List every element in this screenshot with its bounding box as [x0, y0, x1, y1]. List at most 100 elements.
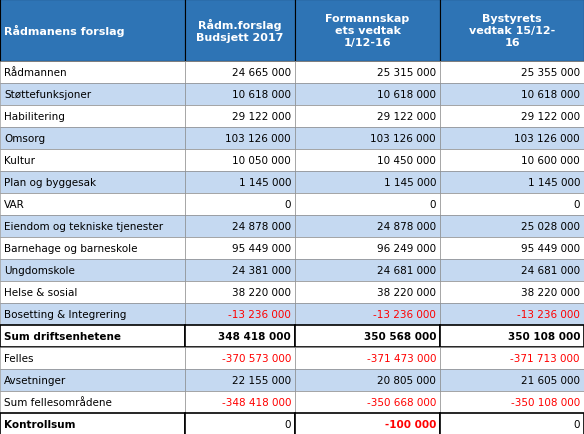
Text: 20 805 000: 20 805 000: [377, 375, 436, 385]
Bar: [0, 281, 185, 303]
Bar: [185, 171, 295, 194]
Bar: [440, 281, 584, 303]
Text: Omsorg: Omsorg: [4, 134, 45, 144]
Text: Støttefunksjoner: Støttefunksjoner: [4, 90, 91, 100]
Bar: [295, 260, 440, 281]
Bar: [185, 391, 295, 413]
Text: Plan og byggesak: Plan og byggesak: [4, 178, 96, 187]
Text: 38 220 000: 38 220 000: [232, 287, 291, 297]
Bar: [0, 84, 185, 106]
Text: 38 220 000: 38 220 000: [377, 287, 436, 297]
Text: 22 155 000: 22 155 000: [232, 375, 291, 385]
Text: 348 418 000: 348 418 000: [218, 331, 291, 341]
Text: Rådmanens forslag: Rådmanens forslag: [4, 25, 124, 37]
Text: 25 355 000: 25 355 000: [521, 68, 580, 78]
Bar: [0, 216, 185, 237]
Bar: [440, 128, 584, 150]
Text: 24 878 000: 24 878 000: [377, 221, 436, 231]
Text: 96 249 000: 96 249 000: [377, 243, 436, 253]
Text: -13 236 000: -13 236 000: [228, 309, 291, 319]
Bar: [0, 303, 185, 325]
Text: -348 418 000: -348 418 000: [221, 397, 291, 407]
Text: 24 878 000: 24 878 000: [232, 221, 291, 231]
Bar: [295, 106, 440, 128]
Text: Habilitering: Habilitering: [4, 112, 65, 122]
Bar: [185, 0, 295, 62]
Bar: [295, 171, 440, 194]
Bar: [185, 413, 295, 434]
Bar: [0, 391, 185, 413]
Text: Bystyrets
vedtak 15/12-
16: Bystyrets vedtak 15/12- 16: [469, 14, 555, 47]
Bar: [440, 347, 584, 369]
Text: 350 568 000: 350 568 000: [363, 331, 436, 341]
Bar: [295, 281, 440, 303]
Text: 29 122 000: 29 122 000: [377, 112, 436, 122]
Text: 10 618 000: 10 618 000: [377, 90, 436, 100]
Bar: [185, 325, 295, 347]
Bar: [440, 303, 584, 325]
Text: 0: 0: [573, 200, 580, 210]
Bar: [440, 237, 584, 260]
Text: Kultur: Kultur: [4, 156, 35, 166]
Bar: [440, 391, 584, 413]
Text: Felles: Felles: [4, 353, 33, 363]
Text: 21 605 000: 21 605 000: [521, 375, 580, 385]
Bar: [0, 150, 185, 171]
Text: 0: 0: [573, 419, 580, 429]
Bar: [440, 194, 584, 216]
Bar: [185, 369, 295, 391]
Bar: [0, 106, 185, 128]
Text: 24 681 000: 24 681 000: [521, 265, 580, 275]
Bar: [295, 325, 440, 347]
Bar: [440, 325, 584, 347]
Bar: [295, 194, 440, 216]
Text: 25 028 000: 25 028 000: [521, 221, 580, 231]
Text: 0: 0: [284, 200, 291, 210]
Bar: [295, 413, 440, 434]
Text: Helse & sosial: Helse & sosial: [4, 287, 77, 297]
Text: -13 236 000: -13 236 000: [373, 309, 436, 319]
Bar: [0, 413, 185, 434]
Bar: [185, 84, 295, 106]
Text: Bosetting & Integrering: Bosetting & Integrering: [4, 309, 126, 319]
Text: -371 713 000: -371 713 000: [510, 353, 580, 363]
Bar: [185, 237, 295, 260]
Text: Eiendom og tekniske tjenester: Eiendom og tekniske tjenester: [4, 221, 163, 231]
Bar: [295, 84, 440, 106]
Bar: [185, 106, 295, 128]
Bar: [185, 62, 295, 84]
Bar: [440, 150, 584, 171]
Bar: [185, 303, 295, 325]
Bar: [295, 369, 440, 391]
Text: Kontrollsum: Kontrollsum: [4, 419, 75, 429]
Bar: [295, 150, 440, 171]
Text: 95 449 000: 95 449 000: [232, 243, 291, 253]
Bar: [0, 128, 185, 150]
Text: 24 381 000: 24 381 000: [232, 265, 291, 275]
Bar: [185, 281, 295, 303]
Text: 38 220 000: 38 220 000: [521, 287, 580, 297]
Text: 103 126 000: 103 126 000: [370, 134, 436, 144]
Text: 10 050 000: 10 050 000: [232, 156, 291, 166]
Bar: [0, 171, 185, 194]
Text: 25 315 000: 25 315 000: [377, 68, 436, 78]
Text: Ungdomskole: Ungdomskole: [4, 265, 75, 275]
Text: VAR: VAR: [4, 200, 25, 210]
Bar: [185, 128, 295, 150]
Bar: [295, 347, 440, 369]
Text: -370 573 000: -370 573 000: [221, 353, 291, 363]
Text: 1 145 000: 1 145 000: [384, 178, 436, 187]
Text: 0: 0: [284, 419, 291, 429]
Text: Sum driftsenhetene: Sum driftsenhetene: [4, 331, 121, 341]
Bar: [0, 237, 185, 260]
Bar: [0, 260, 185, 281]
Bar: [440, 84, 584, 106]
Bar: [295, 237, 440, 260]
Text: 24 665 000: 24 665 000: [232, 68, 291, 78]
Text: 1 145 000: 1 145 000: [238, 178, 291, 187]
Bar: [185, 150, 295, 171]
Text: 0: 0: [429, 200, 436, 210]
Bar: [440, 413, 584, 434]
Text: 10 618 000: 10 618 000: [521, 90, 580, 100]
Bar: [0, 194, 185, 216]
